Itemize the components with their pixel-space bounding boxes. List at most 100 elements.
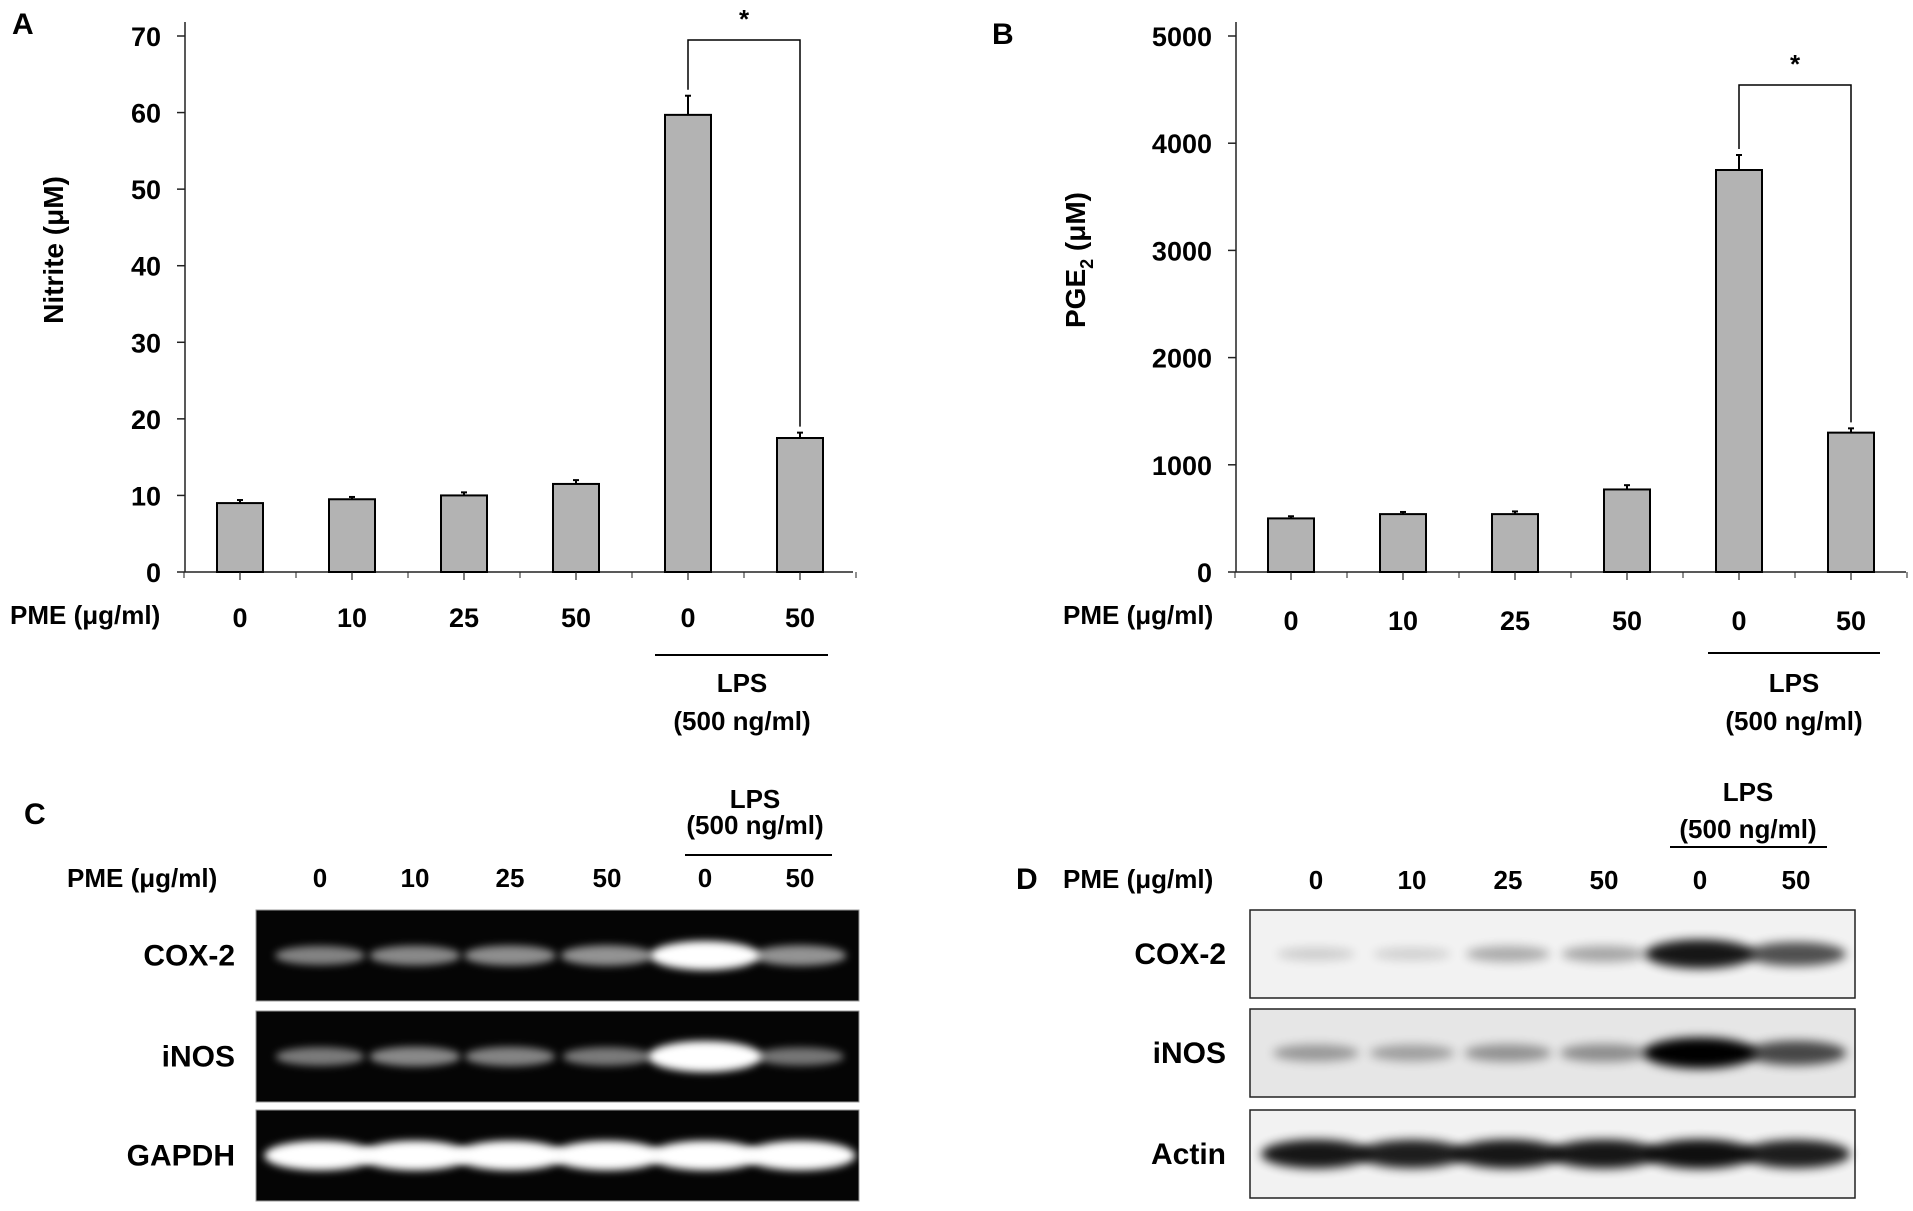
band [1277,947,1355,961]
lane-label: 25 [496,863,525,893]
panel-a-lps-label: LPS [717,668,768,698]
row-label: COX-2 [1134,938,1226,971]
lane-label: 50 [593,863,622,893]
band [562,1047,652,1066]
y-tick-label: 10 [131,481,161,511]
band [551,1140,663,1171]
panel-b-bars [1234,153,1908,580]
panel-d-lps-label: LPS [1723,777,1774,807]
gel-row: COX-2 [1134,909,1856,999]
band [275,946,365,965]
band [1261,1139,1371,1169]
band [454,1140,566,1171]
bar [1267,517,1315,574]
band [1273,1044,1359,1062]
panel-b-x-axis-label: PME (μg/ml) [1063,600,1213,630]
panel-a-significance: * [687,4,801,427]
band [1746,942,1846,966]
band [464,1046,556,1067]
band [1644,1139,1756,1169]
row-label: iNOS [1153,1037,1226,1070]
panel-b-lps-dose-label: (500 ng/ml) [1725,706,1862,736]
gel-row: COX-2 [143,909,860,1002]
bar [1603,488,1651,573]
row-label: COX-2 [143,940,235,973]
band [753,945,847,966]
panel-c-lps-label: LPS [730,784,781,814]
y-tick-label: 0 [146,558,161,588]
panel-a-chart: A Nitrite (μM) 0 10 20 30 40 50 60 70 * PME (μg… [10,4,857,736]
band [1466,946,1550,962]
band [264,1140,376,1171]
row-label: Actin [1151,1138,1226,1171]
band [1643,1037,1757,1069]
panel-b-y-axis-label-main: PGE [1060,269,1091,328]
band [464,945,556,966]
bar [328,498,376,573]
panel-c-gel: C LPS (500 ng/ml) PME (μg/ml) 0 10 25 50 0 50… [24,784,860,1202]
y-tick-label: 70 [131,22,161,52]
gel-row: iNOS [1153,1008,1856,1098]
band [648,1041,762,1072]
band [1561,945,1647,963]
x-tick-label: 50 [561,603,591,633]
row-label: GAPDH [127,1140,235,1173]
panel-b-y-ticks: 0 1000 2000 3000 4000 5000 [1152,22,1236,588]
lane-label: 10 [1398,865,1427,895]
lane-label: 50 [1590,865,1619,895]
band [1745,1040,1847,1066]
lane-label: 0 [1309,865,1323,895]
band [369,1046,461,1067]
bar [664,113,712,574]
lane-label: 0 [698,863,712,893]
x-tick-label: 10 [1388,606,1418,636]
y-tick-label: 0 [1197,558,1212,588]
y-tick-label: 40 [131,252,161,282]
panel-b-y-axis-label: PGE2 (μM) [1060,192,1097,328]
panel-a-x-axis-label: PME (μg/ml) [10,600,160,630]
bar [776,437,824,573]
y-tick-label: 60 [131,99,161,129]
x-tick-label: 0 [1283,606,1298,636]
band [275,1047,365,1066]
panel-b-significance-bracket [1738,84,1852,423]
lane-label: 50 [1782,865,1811,895]
bar [1715,169,1763,573]
band [649,1140,761,1171]
panel-a-x-tick-labels: 0 10 25 50 0 50 [232,603,815,633]
panel-c-lane-labels: 0 10 25 50 0 50 [313,863,815,893]
lane-label: 10 [401,863,430,893]
band [369,945,461,966]
panel-a-lps-dose-label: (500 ng/ml) [673,706,810,736]
y-tick-label: 30 [131,328,161,358]
y-tick-label: 3000 [1152,236,1212,266]
panel-c-rows: COX-2 iNOS GAPDH [127,909,860,1202]
bar [216,502,264,574]
panel-d-lps-dose-label: (500 ng/ml) [1679,814,1816,844]
gel-row: GAPDH [127,1109,860,1202]
band [1560,1044,1648,1062]
y-tick-label: 5000 [1152,22,1212,52]
panel-a-significance-bracket [687,39,801,427]
panel-a-bars [183,94,857,580]
y-tick-label: 2000 [1152,344,1212,374]
y-tick-label: 20 [131,405,161,435]
band [1453,1139,1563,1169]
panel-c-lps-dose-label: (500 ng/ml) [686,810,823,840]
panel-d-lane-labels: 0 10 25 50 0 50 [1309,865,1811,895]
x-tick-label: 10 [337,603,367,633]
panel-d-blot: D LPS (500 ng/ml) PME (μg/ml) 0 10 25 50 0 50… [1016,777,1856,1199]
panel-a-significance-star: * [739,4,750,34]
x-tick-label: 0 [1731,606,1746,636]
band [744,1140,856,1171]
bar [440,494,488,573]
panel-b-significance: * [1738,49,1852,423]
band [1645,939,1755,969]
band [756,1047,844,1066]
panel-d-rows: COX-2 iNOS Actin [1134,909,1856,1199]
panel-a-y-ticks: 0 10 20 30 40 50 60 70 [131,22,185,588]
lane-label: 50 [786,863,815,893]
bar [1379,513,1427,573]
y-tick-label: 1000 [1152,451,1212,481]
